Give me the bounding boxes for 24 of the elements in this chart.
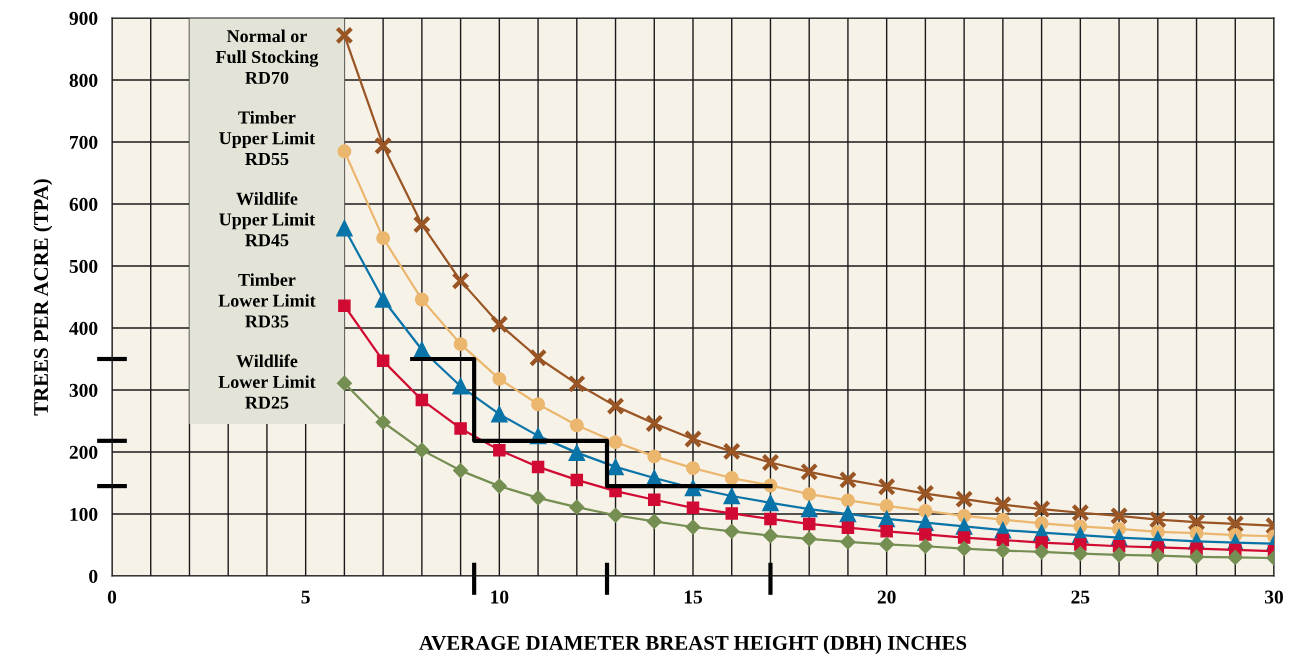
y-tick-label: 700 (70, 135, 98, 149)
series-label: Timber Upper Limit RD55 (219, 110, 316, 166)
y-tick-label: 300 (69, 383, 98, 397)
y-tick-label: 100 (70, 507, 98, 521)
x-tick-label: 15 (684, 590, 703, 604)
series-label: Normal or Full Stocking RD70 (215, 29, 319, 84)
y-tick-label: 0 (89, 569, 98, 583)
y-tick-label: 500 (69, 259, 98, 273)
series-label: Wildlife Upper Limit RD45 (219, 191, 316, 247)
y-tick-label: 800 (69, 73, 98, 87)
y-tick-label: 200 (69, 445, 98, 459)
x-axis-title: AVERAGE DIAMETER BREAST HEIGHT (DBH) INCHES (419, 635, 967, 655)
x-tick-label: 20 (877, 590, 896, 604)
x-tick-label: 25 (1071, 590, 1090, 604)
x-tick-label: 0 (107, 590, 117, 604)
x-tick-label: 5 (301, 590, 310, 604)
x-tick-label: 10 (491, 590, 509, 604)
y-tick-label: 400 (69, 321, 98, 335)
y-tick-label: 900 (69, 11, 98, 25)
series-label: Timber Lower Limit RD35 (218, 273, 316, 328)
y-tick-label: 600 (69, 197, 98, 211)
series-label: Wildlife Lower Limit RD25 (218, 354, 316, 409)
x-tick-label: 30 (1265, 590, 1283, 604)
y-axis-title: TREES PER ACRE (TPA) (33, 179, 53, 416)
